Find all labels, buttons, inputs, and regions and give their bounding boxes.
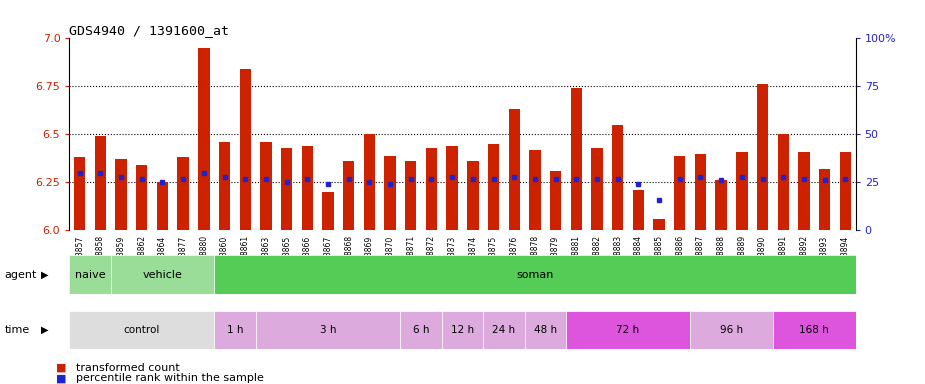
Bar [111,255,215,294]
Text: ▶: ▶ [41,270,48,280]
Bar [255,311,401,349]
Bar [157,182,168,230]
Bar [364,134,375,230]
Bar [215,311,255,349]
Bar [74,157,85,230]
Bar [69,255,111,294]
Bar [571,88,582,230]
Bar [674,156,685,230]
Bar [343,161,354,230]
Text: transformed count: transformed count [76,363,179,373]
Bar [302,146,313,230]
Bar [322,192,334,230]
Bar [198,48,210,230]
Bar [819,169,831,230]
Bar [240,69,251,230]
Text: vehicle: vehicle [142,270,182,280]
Bar [426,148,438,230]
Bar [695,154,706,230]
Bar [281,148,292,230]
Text: agent: agent [5,270,37,280]
Bar [94,136,106,230]
Bar [524,311,566,349]
Bar [778,134,789,230]
Text: ■: ■ [56,363,66,373]
Bar [467,161,478,230]
Bar [385,156,396,230]
Bar [773,311,856,349]
Bar [715,180,727,230]
Bar [757,84,768,230]
Text: soman: soman [516,270,553,280]
Bar [178,157,189,230]
Bar [798,152,809,230]
Text: 3 h: 3 h [320,325,337,335]
Text: 72 h: 72 h [616,325,639,335]
Bar [690,311,773,349]
Bar [116,159,127,230]
Text: 1 h: 1 h [227,325,243,335]
Bar [653,219,665,230]
Bar [215,255,856,294]
Bar [483,311,524,349]
Text: 48 h: 48 h [534,325,557,335]
Bar [550,171,561,230]
Bar [260,142,272,230]
Bar [401,311,442,349]
Text: GDS4940 / 1391600_at: GDS4940 / 1391600_at [69,24,229,37]
Bar [405,161,416,230]
Text: control: control [124,325,160,335]
Bar [447,146,458,230]
Bar [840,152,851,230]
Bar [219,142,230,230]
Text: naive: naive [75,270,105,280]
Bar [487,144,500,230]
Bar [591,148,603,230]
Bar [566,311,690,349]
Bar [442,311,483,349]
Bar [633,190,644,230]
Text: 24 h: 24 h [492,325,515,335]
Text: 96 h: 96 h [720,325,743,335]
Text: ▶: ▶ [41,325,48,335]
Text: 12 h: 12 h [450,325,474,335]
Text: ■: ■ [56,373,66,383]
Text: time: time [5,325,30,335]
Text: 6 h: 6 h [413,325,429,335]
Bar [736,152,747,230]
Text: 168 h: 168 h [799,325,829,335]
Bar [529,150,540,230]
Text: percentile rank within the sample: percentile rank within the sample [76,373,264,383]
Bar [509,109,520,230]
Bar [136,165,147,230]
Bar [612,125,623,230]
Bar [69,311,215,349]
